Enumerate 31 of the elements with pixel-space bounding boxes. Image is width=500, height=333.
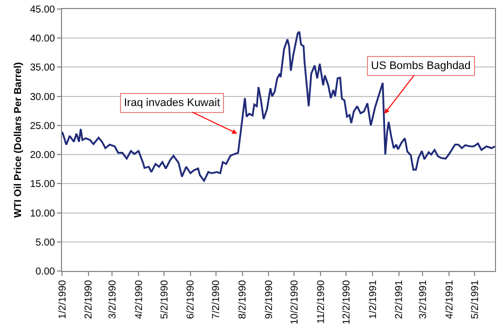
x-tick-label: 1/2/1990 <box>57 280 68 319</box>
y-tick-label: 15.00 <box>30 179 56 190</box>
y-tick-label: 5.00 <box>36 237 56 248</box>
y-tick-label: 40.00 <box>30 34 56 45</box>
y-tick-label: 30.00 <box>30 92 56 103</box>
y-tick-label: 20.00 <box>30 150 56 162</box>
y-tick-label: 0.00 <box>36 266 56 278</box>
x-tick-label: 10/2/1990 <box>289 280 300 324</box>
y-axis-title: WTI Oil Price (Dollars Per Barrel) <box>12 62 24 218</box>
y-tick-label: 35.00 <box>30 62 56 74</box>
x-tick-label: 3/2/1990 <box>107 280 118 319</box>
annotation: Iraq invades Kuwait <box>124 97 220 109</box>
x-tick-label: 4/2/1990 <box>134 280 145 319</box>
annotation: US Bombs Baghdad <box>371 60 471 72</box>
x-tick-label: 4/2/1991 <box>444 280 456 319</box>
line-series <box>62 30 495 182</box>
x-tick-label: 5/2/1990 <box>159 280 170 319</box>
y-tick-label: 10.00 <box>30 208 56 220</box>
x-tick-label: 3/2/1991 <box>418 280 429 319</box>
x-tick-label: 12/2/1990 <box>341 280 352 324</box>
x-tick-label: 6/2/1990 <box>186 280 197 319</box>
x-tick-label: 9/2/1990 <box>264 280 275 319</box>
x-tick-label: 8/2/1990 <box>238 280 249 319</box>
x-tick-label: 5/2/1991 <box>470 280 481 319</box>
y-tick-label: 25.00 <box>30 120 56 132</box>
x-tick-label: 2/2/1991 <box>394 280 406 319</box>
x-tick-label: 1/2/1991 <box>368 280 379 319</box>
y-tick-label: 45.00 <box>30 4 56 16</box>
x-tick-label: 2/2/1990 <box>84 280 95 319</box>
x-tick-label: 11/2/1990 <box>316 280 327 324</box>
x-tick-label: 7/2/1990 <box>211 280 222 319</box>
